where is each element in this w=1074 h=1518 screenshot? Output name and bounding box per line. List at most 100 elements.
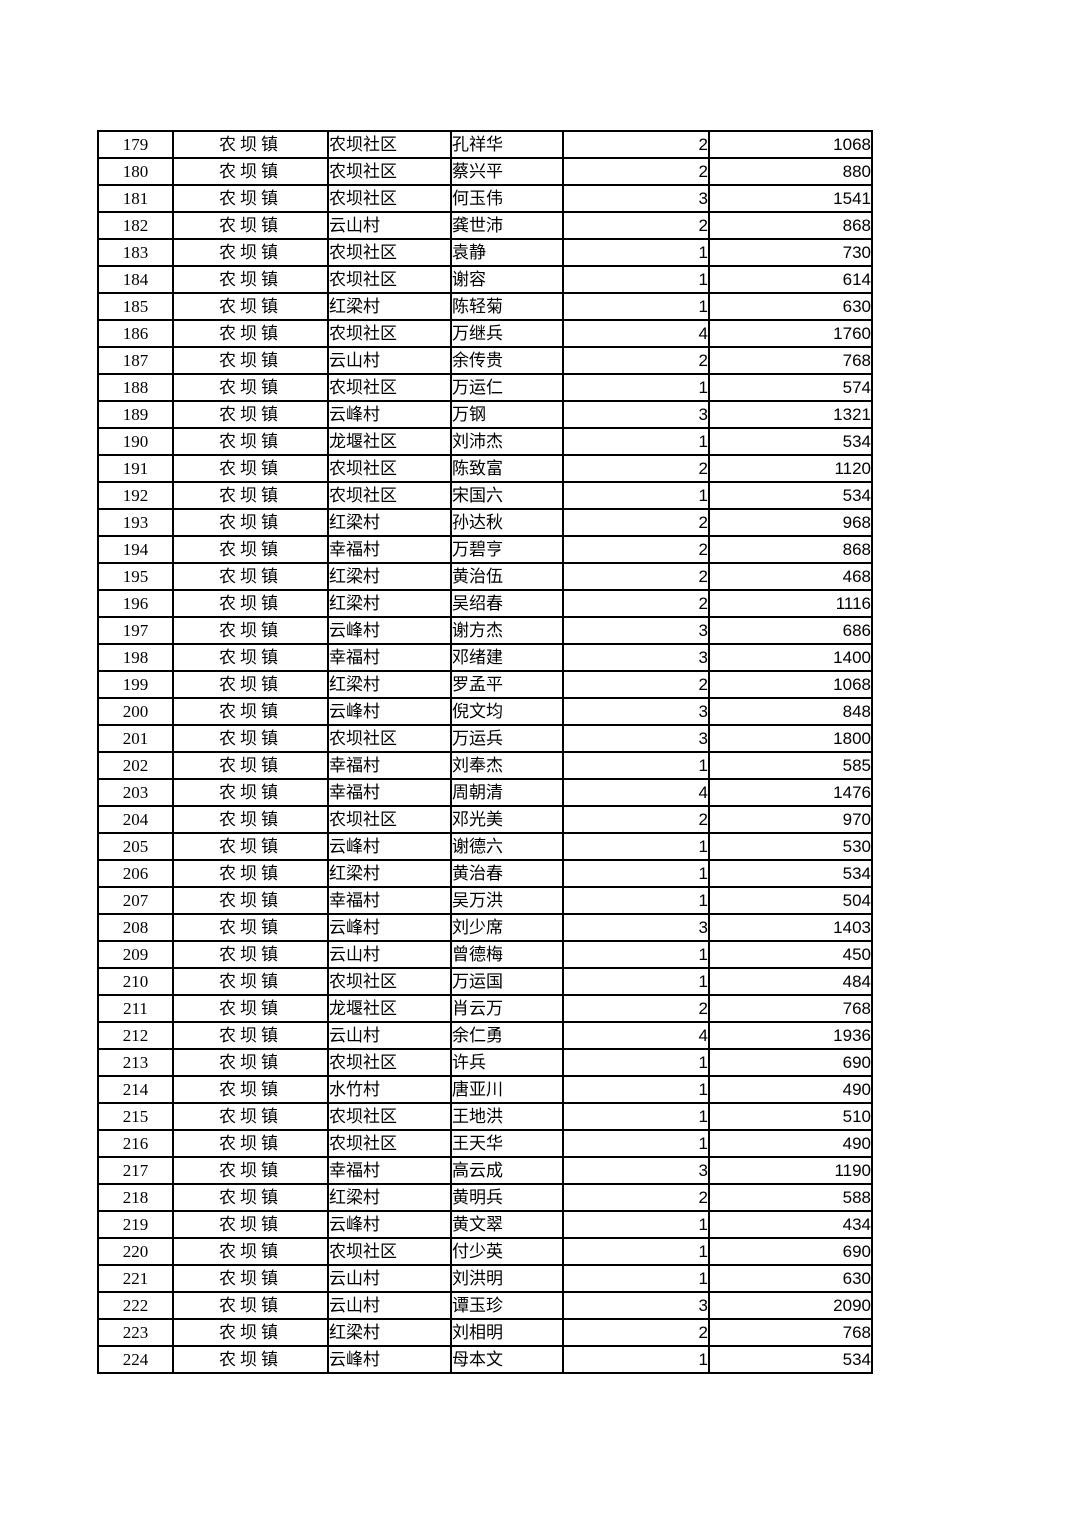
cell-town: 农坝镇 (172, 1237, 329, 1266)
table-row: 183 农坝镇 农坝社区 袁静 1 730 (97, 238, 873, 267)
cell-row-number: 216 (97, 1129, 174, 1158)
cell-person-name: 万运仁 (450, 373, 564, 402)
cell-count: 1 (562, 940, 710, 969)
cell-town: 农坝镇 (172, 670, 329, 699)
cell-row-number: 223 (97, 1318, 174, 1347)
table-row: 181 农坝镇 农坝社区 何玉伟 3 1541 (97, 184, 873, 213)
cell-person-name: 唐亚川 (450, 1075, 564, 1104)
cell-amount: 490 (708, 1075, 873, 1104)
table-row: 200 农坝镇 云峰村 倪文均 3 848 (97, 697, 873, 726)
cell-person-name: 陈轻菊 (450, 292, 564, 321)
cell-count: 4 (562, 778, 710, 807)
cell-amount: 970 (708, 805, 873, 834)
cell-village: 幸福村 (327, 751, 452, 780)
cell-town: 农坝镇 (172, 1264, 329, 1293)
cell-person-name: 肖云万 (450, 994, 564, 1023)
table-row: 208 农坝镇 云峰村 刘少席 3 1403 (97, 913, 873, 942)
cell-person-name: 万钢 (450, 400, 564, 429)
cell-row-number: 188 (97, 373, 174, 402)
cell-row-number: 194 (97, 535, 174, 564)
cell-person-name: 黄治春 (450, 859, 564, 888)
cell-count: 1 (562, 859, 710, 888)
table-row: 198 农坝镇 幸福村 邓绪建 3 1400 (97, 643, 873, 672)
table-row: 219 农坝镇 云峰村 黄文翠 1 434 (97, 1210, 873, 1239)
cell-village: 云峰村 (327, 616, 452, 645)
cell-row-number: 195 (97, 562, 174, 591)
cell-person-name: 孔祥华 (450, 130, 564, 159)
cell-count: 3 (562, 616, 710, 645)
cell-count: 1 (562, 292, 710, 321)
table-row: 196 农坝镇 红梁村 吴绍春 2 1116 (97, 589, 873, 618)
cell-amount: 468 (708, 562, 873, 591)
cell-village: 云山村 (327, 940, 452, 969)
cell-row-number: 219 (97, 1210, 174, 1239)
cell-village: 红梁村 (327, 1318, 452, 1347)
cell-amount: 768 (708, 1318, 873, 1347)
table-row: 185 农坝镇 红梁村 陈轻菊 1 630 (97, 292, 873, 321)
cell-town: 农坝镇 (172, 292, 329, 321)
cell-count: 1 (562, 832, 710, 861)
records-table-body: 179 农坝镇 农坝社区 孔祥华 2 1068 180 农坝镇 农坝社区 蔡兴平 2 880 181 农坝… (97, 130, 873, 1374)
cell-person-name: 何玉伟 (450, 184, 564, 213)
cell-village: 农坝社区 (327, 157, 452, 186)
cell-village: 农坝社区 (327, 1237, 452, 1266)
cell-amount: 868 (708, 211, 873, 240)
cell-village: 幸福村 (327, 643, 452, 672)
cell-town: 农坝镇 (172, 454, 329, 483)
cell-town: 农坝镇 (172, 562, 329, 591)
cell-amount: 868 (708, 535, 873, 564)
table-row: 221 农坝镇 云山村 刘洪明 1 630 (97, 1264, 873, 1293)
cell-person-name: 吴绍春 (450, 589, 564, 618)
cell-amount: 534 (708, 481, 873, 510)
cell-count: 3 (562, 724, 710, 753)
cell-amount: 1120 (708, 454, 873, 483)
cell-person-name: 余仁勇 (450, 1021, 564, 1050)
cell-row-number: 196 (97, 589, 174, 618)
cell-village: 农坝社区 (327, 184, 452, 213)
cell-person-name: 刘奉杰 (450, 751, 564, 780)
cell-town: 农坝镇 (172, 535, 329, 564)
cell-town: 农坝镇 (172, 130, 329, 159)
cell-person-name: 谢方杰 (450, 616, 564, 645)
cell-count: 1 (562, 373, 710, 402)
cell-count: 2 (562, 670, 710, 699)
cell-person-name: 万运兵 (450, 724, 564, 753)
cell-amount: 1068 (708, 670, 873, 699)
cell-town: 农坝镇 (172, 643, 329, 672)
cell-person-name: 邓光美 (450, 805, 564, 834)
cell-amount: 768 (708, 346, 873, 375)
cell-row-number: 213 (97, 1048, 174, 1077)
cell-village: 红梁村 (327, 292, 452, 321)
cell-village: 幸福村 (327, 778, 452, 807)
cell-person-name: 谭玉珍 (450, 1291, 564, 1320)
table-row: 218 农坝镇 红梁村 黄明兵 2 588 (97, 1183, 873, 1212)
cell-amount: 686 (708, 616, 873, 645)
cell-count: 1 (562, 1345, 710, 1374)
cell-count: 2 (562, 1183, 710, 1212)
cell-count: 2 (562, 346, 710, 375)
table-row: 216 农坝镇 农坝社区 王天华 1 490 (97, 1129, 873, 1158)
cell-village: 幸福村 (327, 535, 452, 564)
cell-amount: 510 (708, 1102, 873, 1131)
cell-person-name: 罗孟平 (450, 670, 564, 699)
cell-amount: 1800 (708, 724, 873, 753)
cell-town: 农坝镇 (172, 1183, 329, 1212)
cell-person-name: 吴万洪 (450, 886, 564, 915)
table-row: 187 农坝镇 云山村 余传贵 2 768 (97, 346, 873, 375)
cell-count: 3 (562, 643, 710, 672)
cell-town: 农坝镇 (172, 994, 329, 1023)
cell-town: 农坝镇 (172, 616, 329, 645)
cell-village: 农坝社区 (327, 454, 452, 483)
cell-count: 3 (562, 913, 710, 942)
cell-row-number: 212 (97, 1021, 174, 1050)
cell-count: 2 (562, 535, 710, 564)
cell-amount: 484 (708, 967, 873, 996)
cell-person-name: 刘相明 (450, 1318, 564, 1347)
cell-count: 1 (562, 1048, 710, 1077)
cell-town: 农坝镇 (172, 373, 329, 402)
cell-village: 红梁村 (327, 859, 452, 888)
cell-town: 农坝镇 (172, 1048, 329, 1077)
cell-village: 红梁村 (327, 589, 452, 618)
table-row: 201 农坝镇 农坝社区 万运兵 3 1800 (97, 724, 873, 753)
